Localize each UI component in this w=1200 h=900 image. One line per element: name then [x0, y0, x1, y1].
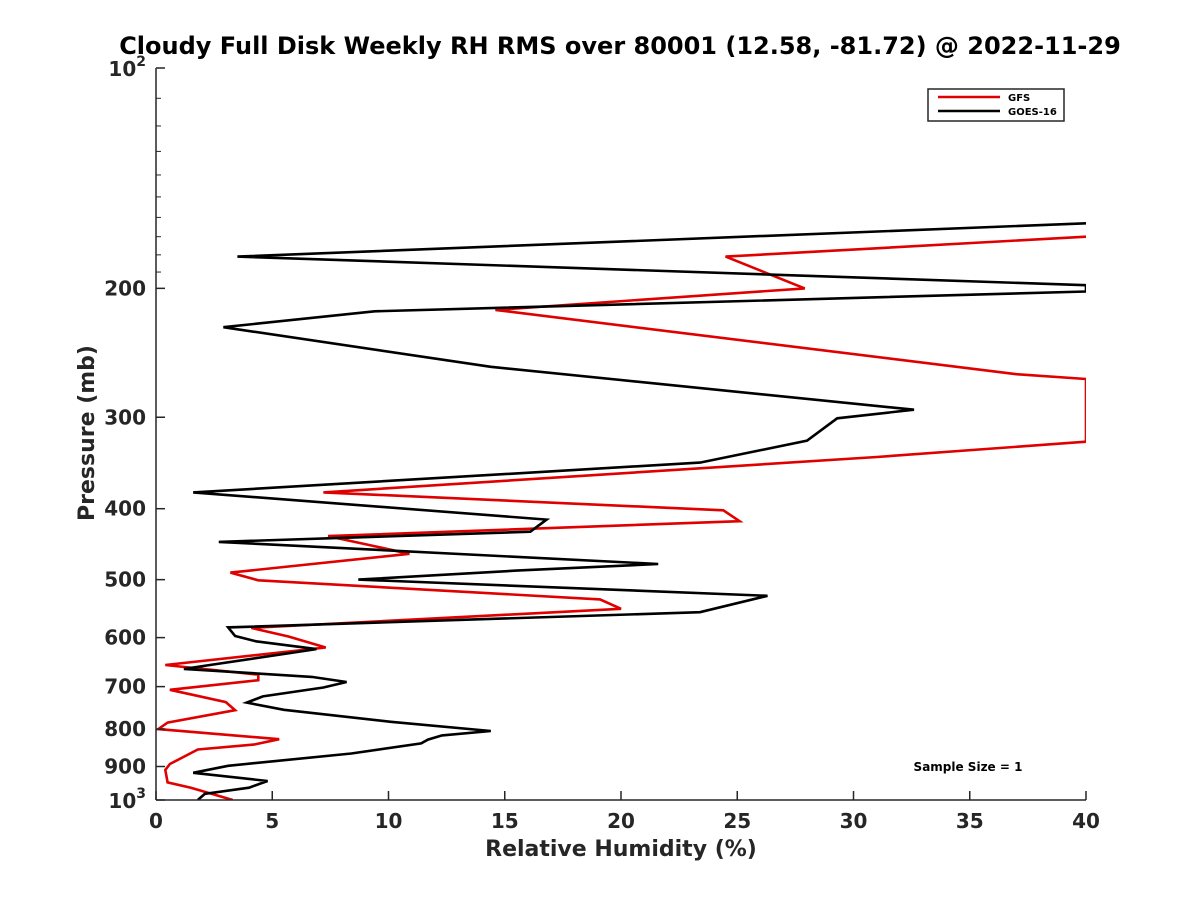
- x-tick-label: 5: [265, 809, 279, 833]
- legend-label-gfs: GFS: [1008, 93, 1030, 104]
- legend: GFS GOES-16: [927, 88, 1065, 122]
- series-line-gfs: [156, 235, 1086, 800]
- y-tick-label: 200: [104, 276, 146, 300]
- axes: 0 5 10 15 20 25 30 35 40 102 200 300 400 500 600 700 800…: [104, 54, 1100, 833]
- legend-box: [927, 88, 1065, 122]
- x-tick-label: 40: [1072, 809, 1100, 833]
- y-tick-label: 900: [104, 755, 146, 779]
- x-axis-label: Relative Humidity (%): [485, 837, 757, 862]
- series-line-goes-16: [183, 222, 1086, 800]
- y-tick-label: 500: [104, 568, 146, 592]
- legend-label-goes-16: GOES-16: [1008, 107, 1057, 118]
- y-tick-label: 600: [104, 626, 146, 650]
- x-tick-label: 10: [375, 809, 403, 833]
- x-tick-label: 30: [840, 809, 868, 833]
- y-tick-label: 400: [104, 497, 146, 521]
- sample-size-annotation: Sample Size = 1: [914, 760, 1023, 774]
- y-tick-label: 700: [104, 675, 146, 699]
- x-tick-label: 20: [607, 809, 635, 833]
- y-tick-label: 102: [108, 54, 146, 81]
- y-axis-label: Pressure (mb): [75, 345, 100, 521]
- y-tick-label: 300: [104, 405, 146, 429]
- y-tick-label: 103: [108, 786, 146, 813]
- y-tick-label: 800: [104, 717, 146, 741]
- x-tick-label: 35: [956, 809, 984, 833]
- plot-area: [156, 222, 1086, 800]
- x-tick-label: 15: [491, 809, 519, 833]
- x-tick-label: 0: [149, 809, 163, 833]
- x-tick-label: 25: [723, 809, 751, 833]
- chart-title: Cloudy Full Disk Weekly RH RMS over 8000…: [119, 32, 1121, 60]
